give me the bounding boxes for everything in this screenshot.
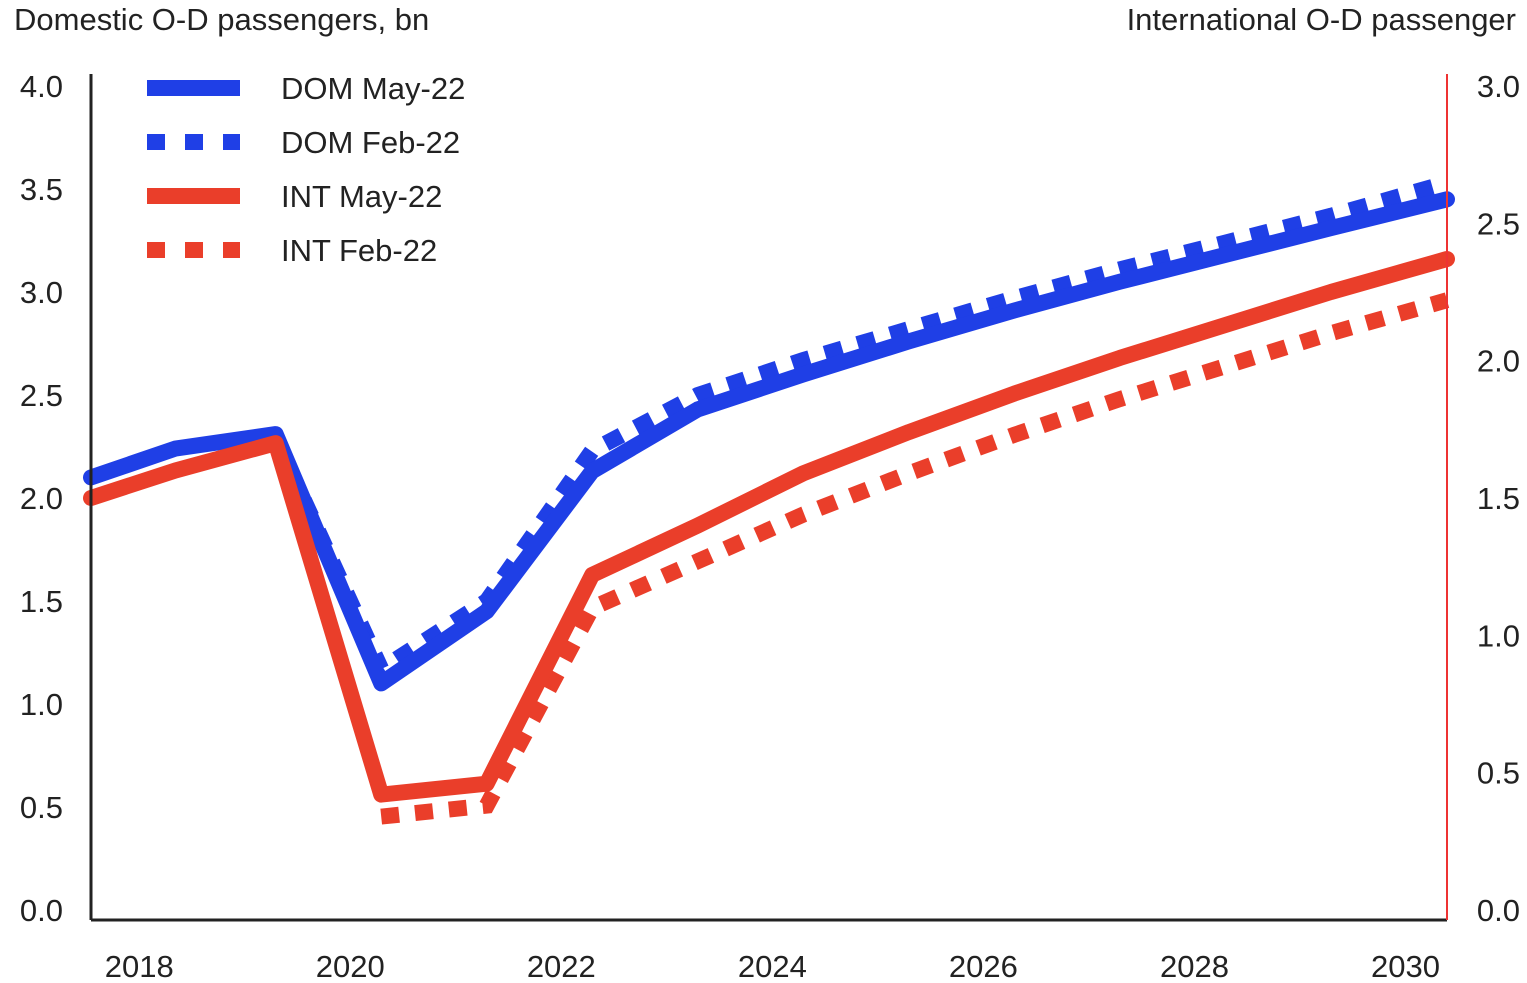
y-right-tick-label: 1.0: [1477, 618, 1520, 653]
y-left-tick-label: 1.5: [20, 584, 63, 619]
legend-label-4: INT Feb-22: [281, 233, 437, 268]
legend-label-2: DOM Feb-22: [281, 125, 460, 160]
y-left-tick-label: 0.5: [20, 790, 63, 825]
x-tick-label: 2022: [527, 949, 596, 983]
x-tick-label: 2026: [949, 949, 1018, 983]
x-tick-label: 2030: [1371, 949, 1440, 983]
y-right-axis-label: International O-D passenger: [1127, 2, 1516, 37]
series-line-3: [83, 251, 1455, 803]
x-tick-label: 2020: [316, 949, 385, 983]
y-left-tick-label: 3.5: [20, 172, 63, 207]
series-line-2: [268, 175, 1450, 681]
tick-layer: 2018 2020 2022 2024 2026 2028 2030 0.0 0.5 1.0 1.5…: [20, 69, 1520, 983]
y-left-tick-label: 4.0: [20, 69, 63, 104]
y-left-tick-label: 2.5: [20, 378, 63, 413]
y-right-tick-label: 0.0: [1477, 893, 1520, 928]
series-line-4: [380, 292, 1450, 825]
y-right-tick-label: 2.5: [1477, 206, 1520, 241]
y-right-tick-label: 3.0: [1477, 69, 1520, 104]
x-tick-label: 2018: [105, 949, 174, 983]
y-left-axis-label: Domestic O-D passengers, bn: [14, 2, 429, 37]
series-layer: [83, 175, 1455, 825]
y-left-tick-label: 1.0: [20, 687, 63, 722]
legend-label-1: DOM May-22: [281, 71, 465, 106]
y-left-tick-label: 2.0: [20, 481, 63, 516]
series-line-1: [83, 191, 1455, 692]
y-right-tick-label: 1.5: [1477, 481, 1520, 516]
y-right-tick-label: 2.0: [1477, 344, 1520, 379]
y-left-tick-label: 3.0: [20, 275, 63, 310]
legend-label-3: INT May-22: [281, 179, 442, 214]
legend: DOM May-22 DOM Feb-22 INT May-22 INT Feb-22: [147, 71, 465, 268]
y-left-tick-label: 0.0: [20, 893, 63, 928]
x-tick-label: 2024: [738, 949, 807, 983]
x-tick-label: 2028: [1160, 949, 1229, 983]
y-right-tick-label: 0.5: [1477, 756, 1520, 791]
